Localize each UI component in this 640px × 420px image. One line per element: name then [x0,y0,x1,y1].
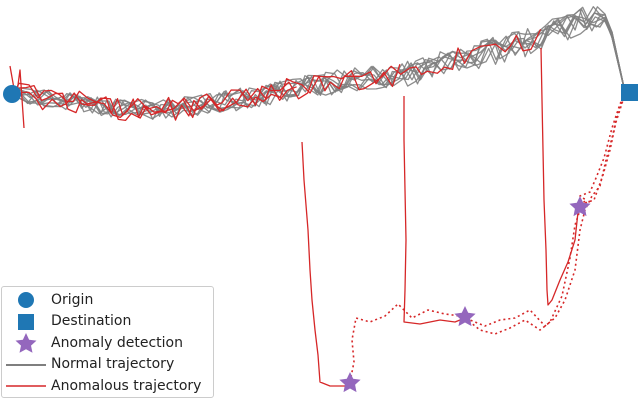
normal-trajectories [11,6,626,120]
legend-item-origin: Origin [2,289,213,311]
anomalous-trajectory-branch [403,96,466,325]
circle-icon [18,292,34,309]
anomalous-trajectory-branch [540,47,581,306]
star-icon [15,333,37,354]
anomalous-trajectory-main [13,63,401,119]
anomalous-trajectory-branch [301,141,351,387]
anomalous-trajectory-main [9,65,25,129]
legend-item-anomalous-trajectory: Anomalous trajectory [2,375,213,397]
legend-label-anomaly-detection: Anomaly detection [51,334,183,351]
origin-marker [3,85,21,103]
anomalous-trajectory-dotted [579,93,626,207]
anomaly-detection-star-1 [339,372,361,393]
anomalous-trajectory-dotted [464,93,626,335]
anomaly-detection-star-2 [454,306,476,327]
normal-trajectory [11,12,626,119]
square-icon [18,313,34,330]
destination-marker [621,84,638,101]
normal-trajectory [11,6,626,117]
anomalous-trajectory-main [11,29,542,121]
legend-item-anomaly-detection: Anomaly detection [2,332,213,354]
anomalous-trajectories [9,29,626,387]
gray-line-icon [6,363,46,366]
legend: Origin Destination Anomaly detection Nor… [1,286,214,398]
anomalous-trajectory-dotted [349,93,626,383]
normal-trajectory [11,8,626,116]
legend-item-normal-trajectory: Normal trajectory [2,354,213,376]
legend-label-anomalous-trajectory: Anomalous trajectory [51,377,202,394]
red-line-icon [6,385,46,387]
anomalous-trajectory-main [11,84,297,122]
legend-label-origin: Origin [51,291,94,308]
legend-label-destination: Destination [51,313,132,330]
legend-label-normal-trajectory: Normal trajectory [51,356,175,373]
normal-trajectory [11,9,626,120]
normal-trajectory [11,12,626,116]
anomaly-detection-star-3 [569,196,591,217]
legend-item-destination: Destination [2,311,213,333]
